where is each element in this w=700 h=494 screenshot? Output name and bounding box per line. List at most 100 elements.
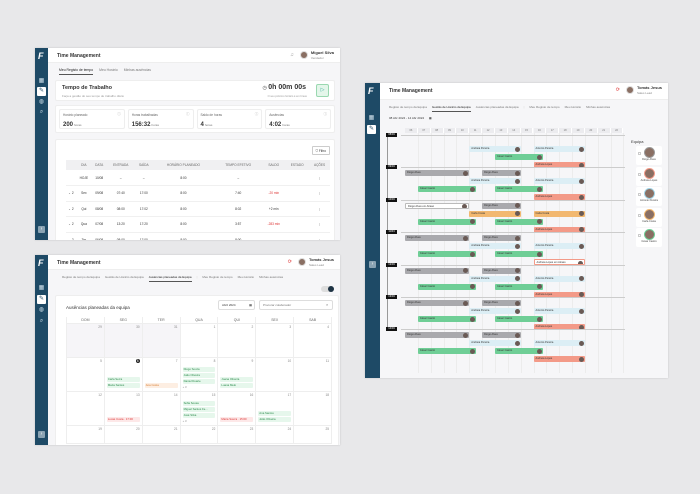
absence-event[interactable]: Miguel Santos Fe... (182, 407, 216, 412)
calendar-day[interactable]: 30 (104, 324, 143, 358)
search-people-icon[interactable]: ⌕ (39, 109, 44, 115)
clock-edit-icon[interactable]: ✎ (37, 295, 46, 304)
more-events-link[interactable]: + 3 (182, 385, 187, 389)
table-cell[interactable] (66, 170, 76, 186)
tab-my-time-record[interactable]: Meu Registo de tempo (59, 68, 94, 75)
team-member-checkbox[interactable] (638, 193, 641, 196)
shift-bar[interactable]: César Castro (494, 154, 544, 160)
shift-bar[interactable]: Antonio Pereira (533, 243, 585, 250)
shift-bar[interactable]: César Castro (494, 186, 544, 193)
shift-bar[interactable]: Diogo Alves (405, 332, 470, 339)
team-member-card[interactable]: Antonio Pereira (636, 187, 662, 206)
team-member-checkbox[interactable] (638, 234, 641, 237)
absence-event[interactable]: Maria Souza · 15:00 (220, 417, 254, 422)
table-row[interactable]: ⌄ 2 Ter 06/08 08:00 17:00 8:00 8:00 ⋮ (66, 232, 330, 240)
table-cell[interactable]: ⌄ 2 (66, 185, 76, 202)
calendar-day[interactable]: 14 (142, 392, 181, 426)
row-actions-button[interactable]: ⋮ (309, 232, 330, 240)
shift-bar[interactable]: Diogo Alves (482, 300, 521, 306)
shift-bar[interactable]: Antonio Pereira (533, 178, 585, 185)
table-cell[interactable]: ⌄ 2 (66, 232, 76, 240)
team-member-checkbox[interactable] (638, 152, 641, 155)
row-actions-button[interactable]: ⋮ (309, 201, 330, 217)
table-cell[interactable]: ⌄ 2 (66, 216, 76, 233)
team-member-card[interactable]: Carla Costa (636, 207, 662, 227)
shift-bar[interactable]: César Castro (417, 283, 476, 290)
calendar-day[interactable]: 21 (142, 426, 181, 444)
row-actions-button[interactable]: ⋮ (309, 216, 330, 233)
tab-my-schedule[interactable]: Meu Horário (99, 68, 118, 72)
tab-meu-hor-rio[interactable]: Meu Horário (564, 105, 582, 109)
calendar-day[interactable]: 25 (294, 426, 332, 444)
tab-minhas-aus-ncias[interactable]: Minhas ausências (586, 105, 611, 109)
shift-bar[interactable]: Diogo Alves (482, 235, 521, 242)
shift-bar[interactable]: César Castro (494, 218, 544, 225)
row-actions-button[interactable]: ⋮ (309, 170, 330, 186)
absence-event[interactable]: José Silva (182, 413, 216, 418)
shift-bar[interactable]: Andreia Pereira (469, 275, 521, 282)
shift-bar[interactable]: César Castro (494, 316, 544, 322)
absence-event[interactable]: João Oliveira (258, 417, 292, 422)
clock-edit-icon[interactable]: ✎ (37, 87, 46, 96)
calendar-day[interactable]: 4 (294, 324, 332, 358)
calendar-day[interactable]: 10 (256, 358, 295, 392)
team-member-card[interactable]: Diogo Alves (636, 146, 662, 165)
view-toggle[interactable] (321, 286, 334, 292)
calendar-day[interactable]: 9 Joana Oliveira Luana Melo (218, 358, 257, 392)
shift-bar[interactable]: Andreia Pereira (469, 146, 521, 152)
absence-event[interactable]: Joana Oliveira (220, 377, 254, 382)
shift-bar[interactable]: Diogo Alves (482, 332, 521, 339)
user-menu[interactable]: ⟳ Tomás Jesus Sales Lead (288, 257, 334, 266)
calendar-day[interactable]: 16 Maria Souza · 15:00 (218, 392, 257, 426)
calendar-day[interactable]: 22 (180, 426, 219, 444)
calendar-day[interactable]: 12 (67, 392, 105, 426)
shift-bar[interactable]: Andreia Lopes (533, 356, 585, 363)
calendar-day[interactable]: 24 (256, 426, 295, 444)
shift-bar[interactable]: Diogo Alves (482, 170, 521, 177)
absence-event[interactable]: Daniel Duarte (182, 379, 216, 384)
search-collaborator-input[interactable] (259, 300, 333, 310)
shift-bar[interactable]: Andreia Lopes (533, 162, 585, 168)
shift-bar[interactable]: Diogo Alves (482, 267, 521, 274)
start-timer-button[interactable]: ▷ (316, 84, 329, 97)
globe-icon[interactable]: ◍ (38, 99, 45, 105)
tab-gest-o-de-hor-rio-da-equipa[interactable]: Gestão de Horário da Equipa (431, 105, 471, 112)
calendar-day[interactable]: 5 (67, 358, 105, 392)
shift-bar[interactable]: Andreia Pereira (469, 178, 521, 185)
shift-bar[interactable]: Carla Costa (469, 210, 521, 217)
calendar-day[interactable]: 8 Diogo Souza João Oliveira Daniel Duarte + … (180, 358, 219, 392)
user-menu[interactable]: ⟳ Tomás Jesus Sales Lead (616, 85, 662, 94)
calendar-day[interactable]: 11 (294, 358, 332, 392)
shift-bar[interactable]: Andreia Lopes (533, 194, 585, 201)
shift-bar[interactable]: César Castro (494, 251, 544, 258)
absence-event[interactable]: Diogo Souza (182, 367, 216, 372)
shift-bar[interactable]: Antonio Pereira (533, 308, 585, 314)
calendar-day[interactable]: 31 (142, 324, 181, 358)
shift-bar[interactable]: César Castro (417, 186, 476, 193)
table-row[interactable]: ⌄ 2 Qua 07/08 13:20 17:20 8:00 3:57 -283 min ⋮ (66, 216, 330, 233)
grid-icon[interactable]: ▦ (368, 115, 375, 121)
shift-bar[interactable]: Andreia Lopes (533, 291, 585, 298)
shift-bar[interactable]: César Castro (417, 348, 476, 355)
team-member-card[interactable]: César Castro (636, 228, 662, 247)
shift-bar[interactable]: Diogo Alves (482, 202, 521, 209)
tab-aus-ncias-planeadas-da-equipa[interactable]: Ausências planeadas da Equipa (148, 275, 192, 282)
shift-bar[interactable]: Andreia Pereira (469, 243, 521, 250)
absence-event[interactable]: João Oliveira (182, 373, 216, 378)
tab-aus-ncias-planeadas-da-equipa[interactable]: Ausências planeadas da Equipa (475, 105, 519, 109)
expand-sidebar-button[interactable]: › (38, 226, 45, 233)
tab-meu-registo-de-tempo[interactable]: Meu Registo de tempo (529, 105, 560, 109)
calendar-day[interactable]: 2 (218, 324, 257, 358)
team-member-checkbox[interactable] (638, 213, 641, 217)
shift-bar[interactable]: Diogo Alves (405, 300, 470, 306)
team-member-card[interactable]: Andreia Lopes (636, 166, 662, 186)
shift-bar[interactable]: Andreia Lopes (533, 226, 585, 233)
tab-meu-registo-de-tempo[interactable]: Meu Registo de tempo (202, 275, 233, 279)
filter-button[interactable]: ⛉ Filtro (311, 146, 330, 155)
absence-event[interactable]: Carla Serra (106, 377, 140, 382)
expand-sidebar-button[interactable]: › (369, 261, 376, 268)
absence-event[interactable]: Maria Santos (106, 383, 140, 388)
tab-gest-o-de-hor-rio-da-equipa[interactable]: Gestão de Horário da Equipa (104, 275, 144, 279)
month-picker[interactable]: Abril 2024 ▦ (218, 300, 255, 310)
table-row[interactable]: ⌄ 2 Qui 08/08 08:00 17:02 8:00 8:02 +2 min ⋮ (66, 201, 330, 217)
